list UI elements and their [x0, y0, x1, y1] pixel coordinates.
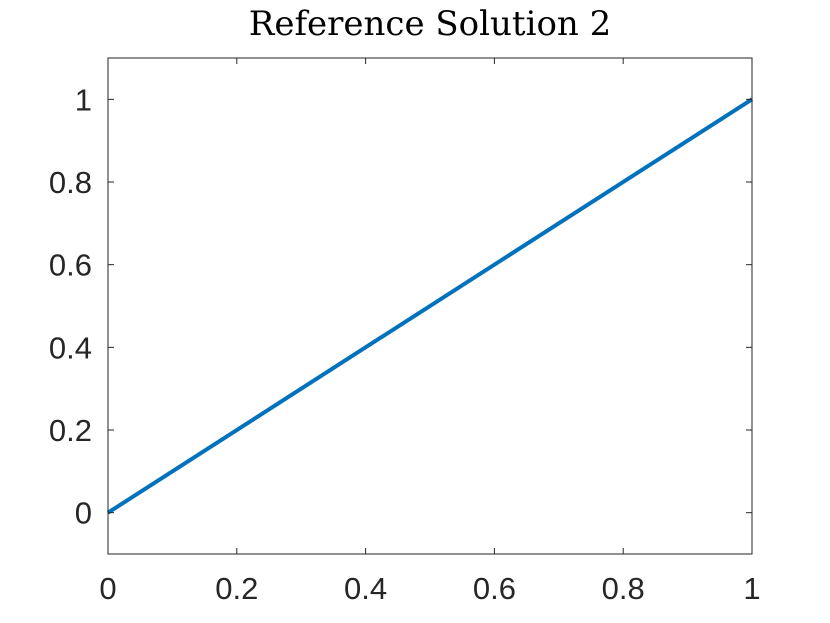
axis-ticks: 0 0.2 0.4 0.6 0.8 1 0 0.2 0.4 0.6 0.8 1 — [49, 58, 761, 606]
y-tick-label-1: 0.2 — [49, 413, 92, 448]
y-tick-label-3: 0.6 — [49, 248, 92, 283]
axes-frame — [107, 57, 753, 555]
chart-title: Reference Solution 2 — [249, 4, 612, 44]
x-tick-label-1: 0.2 — [215, 571, 258, 606]
x-tick-label-2: 0.4 — [344, 571, 387, 606]
x-tick-label-5: 1 — [743, 571, 760, 606]
y-tick-label-2: 0.4 — [49, 330, 92, 365]
x-tick-label-4: 0.8 — [602, 571, 645, 606]
x-tick-label-0: 0 — [99, 571, 116, 606]
series-line-1 — [106, 97, 754, 515]
x-tick-label-3: 0.6 — [473, 571, 516, 606]
plot-area — [106, 97, 754, 515]
y-tick-label-4: 0.8 — [49, 165, 92, 200]
y-tick-label-5: 1 — [75, 82, 92, 117]
y-tick-label-0: 0 — [75, 496, 92, 531]
